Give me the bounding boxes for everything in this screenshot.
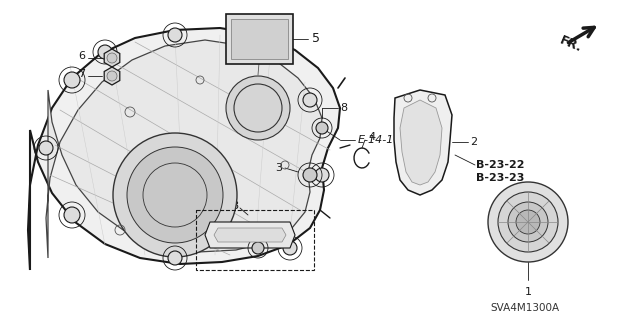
Text: FR.: FR.	[558, 33, 584, 55]
Polygon shape	[205, 222, 295, 248]
Circle shape	[168, 28, 182, 42]
Polygon shape	[214, 228, 286, 242]
FancyBboxPatch shape	[231, 19, 288, 59]
Circle shape	[283, 241, 297, 255]
Circle shape	[39, 141, 53, 155]
Text: 3: 3	[275, 163, 282, 173]
Polygon shape	[46, 40, 322, 258]
Text: 1: 1	[525, 287, 531, 297]
Bar	[196, 210, 314, 270]
Text: B-23-23: B-23-23	[476, 173, 524, 183]
Polygon shape	[28, 28, 340, 270]
Polygon shape	[400, 100, 442, 185]
Text: 8: 8	[340, 103, 347, 113]
Circle shape	[498, 192, 558, 252]
Polygon shape	[104, 67, 120, 85]
Circle shape	[315, 168, 329, 182]
Circle shape	[488, 182, 568, 262]
Circle shape	[113, 133, 237, 257]
Circle shape	[508, 202, 548, 242]
Circle shape	[252, 242, 264, 254]
Circle shape	[303, 93, 317, 107]
Text: 8: 8	[231, 201, 238, 211]
Text: B-23-22: B-23-22	[476, 160, 525, 170]
Circle shape	[168, 251, 182, 265]
Circle shape	[107, 53, 117, 63]
Text: E-18-1: E-18-1	[136, 235, 172, 245]
Text: 5: 5	[312, 33, 320, 46]
Circle shape	[226, 76, 290, 140]
Circle shape	[316, 122, 328, 134]
Text: 4: 4	[368, 132, 375, 142]
Circle shape	[64, 207, 80, 223]
Text: 2: 2	[470, 137, 477, 147]
Circle shape	[303, 168, 317, 182]
Polygon shape	[104, 49, 120, 67]
Circle shape	[516, 210, 540, 234]
Circle shape	[64, 72, 80, 88]
Text: SVA4M1300A: SVA4M1300A	[490, 303, 559, 313]
Text: 6: 6	[78, 51, 85, 61]
FancyBboxPatch shape	[226, 14, 293, 64]
Circle shape	[238, 41, 252, 55]
Text: E-14-1: E-14-1	[358, 135, 394, 145]
Polygon shape	[394, 90, 452, 195]
Text: 7: 7	[78, 69, 85, 79]
Circle shape	[127, 147, 223, 243]
Circle shape	[107, 71, 117, 81]
Circle shape	[98, 45, 112, 59]
